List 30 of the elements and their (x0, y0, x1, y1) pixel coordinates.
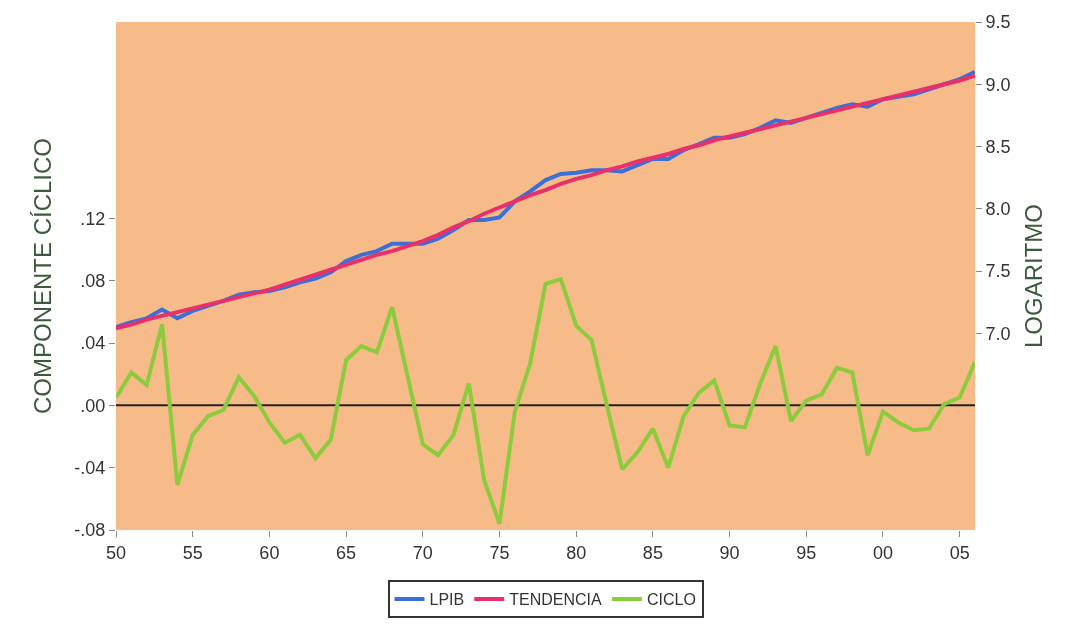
y2-tick-label: 8.0 (985, 199, 1011, 220)
y2-axis-title: LOGARITMO (1019, 203, 1047, 349)
y2-tick-label: 8.5 (985, 136, 1011, 157)
x-tick-label: 00 (872, 542, 893, 563)
y-axis-title: COMPONENTE CÍCLICO (29, 137, 57, 415)
x-tick-label: 50 (105, 542, 127, 563)
x-tick-label: 90 (719, 542, 740, 563)
y2-tick-label: 9.0 (985, 74, 1011, 95)
x-tick-label: 65 (336, 542, 357, 563)
x-tick-label: 05 (949, 542, 970, 563)
y-tick-label: .08 (80, 270, 106, 291)
x-tick-label: 85 (642, 542, 663, 563)
y-tick-label: .04 (80, 333, 106, 354)
y2-tick-label: 7.0 (985, 323, 1011, 344)
y-tick-label: -.08 (74, 520, 106, 541)
y-tick-label: .00 (80, 395, 106, 416)
x-tick-label: 80 (566, 542, 587, 563)
x-tick-label: 70 (412, 542, 433, 563)
legend-label: TENDENCIA (509, 591, 602, 609)
line-series (116, 277, 975, 526)
y2-tick-label: 7.5 (985, 261, 1011, 282)
y-tick-label: -.04 (74, 457, 106, 478)
x-tick-label: 75 (489, 542, 510, 563)
legend-label: LPIB (429, 591, 465, 609)
x-tick-label: 60 (259, 542, 280, 563)
y-tick-label: .12 (80, 208, 106, 229)
x-tick-label: 95 (796, 542, 817, 563)
legend-label: CICLO (646, 591, 696, 609)
y2-tick-label: 9.5 (985, 12, 1011, 33)
x-tick-label: 55 (182, 542, 203, 563)
